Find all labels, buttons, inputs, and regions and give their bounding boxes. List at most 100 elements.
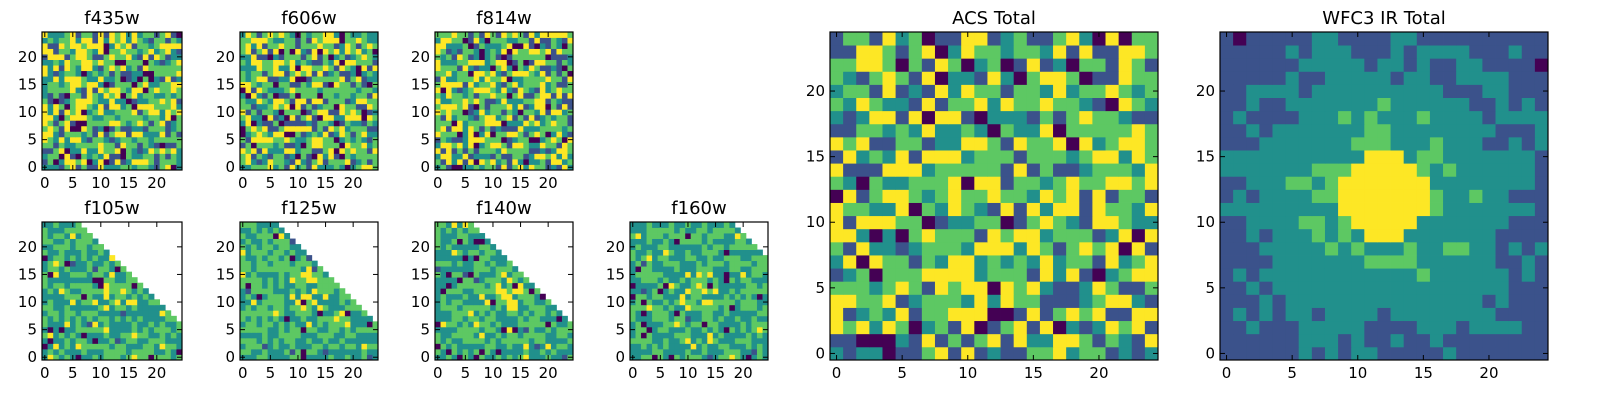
heatmap-cell xyxy=(170,54,177,60)
heatmap-cell xyxy=(300,103,307,110)
heatmap-cell xyxy=(1469,268,1483,282)
heatmap-cell xyxy=(734,299,741,306)
heatmap-cell xyxy=(289,131,296,138)
heatmap-cell xyxy=(539,70,546,77)
heatmap-cell xyxy=(170,131,177,138)
heatmap-cell xyxy=(756,326,763,333)
heatmap-cell xyxy=(70,37,76,44)
heatmap-cell xyxy=(114,343,121,350)
heatmap-cell xyxy=(1443,255,1457,269)
heatmap-cell xyxy=(53,32,60,38)
heatmap-cell xyxy=(109,109,116,116)
heatmap-cell xyxy=(440,131,447,138)
heatmap-cell xyxy=(1092,320,1106,335)
heatmap-cell xyxy=(344,136,351,143)
heatmap-cell xyxy=(284,293,291,300)
heatmap-cell xyxy=(1131,268,1146,282)
heatmap-cell xyxy=(856,268,870,282)
heatmap-cell xyxy=(473,120,480,127)
heatmap-cell xyxy=(490,326,497,333)
heatmap-cell xyxy=(1272,268,1286,282)
heatmap-cell xyxy=(528,153,535,160)
heatmap-cell xyxy=(154,87,160,94)
heatmap-cell xyxy=(745,348,752,355)
heatmap-cell xyxy=(92,48,99,55)
heatmap-cell xyxy=(344,32,351,38)
heatmap-cell xyxy=(745,337,752,344)
heatmap-cell xyxy=(251,37,257,44)
heatmap-cell xyxy=(895,58,910,72)
y-tick-label: 0 xyxy=(27,348,37,366)
heatmap-cell xyxy=(1053,202,1067,217)
heatmap-cell xyxy=(361,136,368,143)
heatmap-cell xyxy=(148,136,155,143)
heatmap-cell xyxy=(256,271,263,278)
heatmap-cell xyxy=(355,70,362,77)
heatmap-cell xyxy=(154,337,160,344)
heatmap-cell xyxy=(882,163,896,177)
heatmap-cell xyxy=(1521,333,1536,348)
heatmap-cell xyxy=(517,65,524,72)
heatmap-cell xyxy=(131,332,138,339)
heatmap-cell xyxy=(523,354,530,361)
heatmap-cell xyxy=(278,70,285,77)
heatmap-cell xyxy=(1039,268,1054,282)
heatmap-cell xyxy=(506,304,513,311)
heatmap-cell xyxy=(751,288,758,295)
heatmap-cell xyxy=(539,147,546,154)
heatmap-cell xyxy=(690,271,697,278)
heatmap-cell xyxy=(328,348,335,355)
heatmap-cell xyxy=(756,277,763,284)
heatmap-cell xyxy=(674,255,681,262)
heatmap-cell xyxy=(457,260,463,267)
heatmap-cell xyxy=(440,147,447,154)
heatmap-cell xyxy=(64,299,71,306)
heatmap-cell xyxy=(668,321,675,328)
heatmap-cell xyxy=(109,76,116,83)
heatmap-cell xyxy=(75,120,82,127)
heatmap-cell xyxy=(539,59,546,66)
heatmap-cell xyxy=(534,43,541,49)
heatmap-cell xyxy=(484,244,491,250)
heatmap-cell xyxy=(501,76,508,83)
heatmap-cell xyxy=(1000,136,1015,151)
heatmap-cell xyxy=(1324,228,1339,243)
heatmap-cell xyxy=(53,87,60,94)
heatmap-cell xyxy=(539,109,546,116)
heatmap-cell xyxy=(245,304,252,311)
heatmap-cell xyxy=(674,337,681,344)
heatmap-cell xyxy=(756,348,763,355)
heatmap-cell xyxy=(534,332,541,339)
heatmap-cell xyxy=(567,92,574,99)
heatmap-cell xyxy=(131,65,138,72)
heatmap-cell xyxy=(176,70,183,77)
heatmap-cell xyxy=(284,326,291,333)
heatmap-cell xyxy=(712,348,719,355)
heatmap-cell xyxy=(86,266,93,273)
heatmap-cell xyxy=(240,266,246,273)
axes-frame xyxy=(41,31,183,171)
heatmap-cell xyxy=(646,354,653,361)
heatmap-cell xyxy=(495,131,502,138)
heatmap-cell xyxy=(641,332,647,339)
heatmap-cell xyxy=(75,266,82,273)
heatmap-cell xyxy=(284,43,291,49)
heatmap-cell xyxy=(284,76,291,83)
heatmap-cell xyxy=(355,59,362,66)
heatmap-cell xyxy=(47,136,54,143)
heatmap-cell xyxy=(103,277,110,284)
heatmap-cell xyxy=(170,147,177,154)
heatmap-cell xyxy=(322,37,329,44)
x-tick-label: 5 xyxy=(461,364,471,382)
heatmap-cell xyxy=(295,304,302,311)
heatmap-cell xyxy=(58,315,65,322)
heatmap-cell xyxy=(284,304,291,311)
heatmap-cell xyxy=(517,109,524,116)
heatmap-cell xyxy=(948,71,962,85)
heatmap-cell xyxy=(856,150,870,164)
heatmap-cell xyxy=(328,103,335,110)
heatmap-cell xyxy=(339,54,346,60)
heatmap-cell xyxy=(109,321,116,328)
heatmap-cell xyxy=(42,337,48,344)
